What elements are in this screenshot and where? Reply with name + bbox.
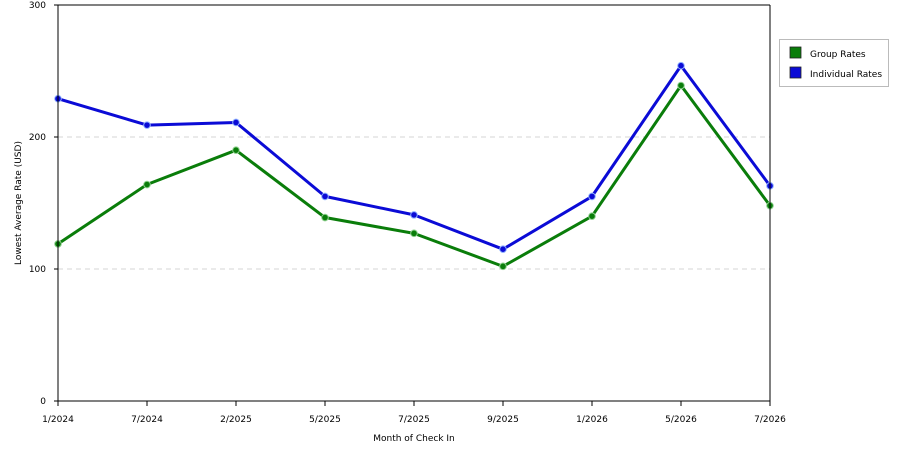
y-tick-label: 100 xyxy=(29,265,46,275)
legend-label-individual-rates: Individual Rates xyxy=(810,70,882,80)
y-tick-label: 300 xyxy=(29,1,46,11)
data-point-group-rates xyxy=(410,229,418,238)
axes xyxy=(54,4,771,406)
data-point-individual-rates xyxy=(677,61,685,70)
data-point-group-rates xyxy=(499,262,507,271)
y-tick-label: 0 xyxy=(40,397,46,407)
y-tick-label: 200 xyxy=(29,133,46,143)
x-tick-label: 5/2025 xyxy=(309,415,341,425)
series-lines xyxy=(54,61,774,271)
x-tick-label: 2/2025 xyxy=(220,415,252,425)
data-point-individual-rates xyxy=(232,118,240,127)
data-point-individual-rates xyxy=(143,121,151,129)
legend-swatch-group-rates xyxy=(789,46,802,59)
legend-swatch-individual-rates xyxy=(789,66,802,79)
x-axis-title: Month of Check In xyxy=(373,434,455,444)
data-point-group-rates xyxy=(143,180,151,189)
data-point-group-rates xyxy=(588,212,596,220)
x-tick-label: 7/2026 xyxy=(754,415,786,425)
data-point-group-rates xyxy=(232,146,240,154)
series-line-individual-rates xyxy=(57,64,772,251)
x-tick-label: 1/2026 xyxy=(576,415,608,425)
tick-labels: 0 100 200 300 1/2024 7/2024 2/2025 5/2025 7/2025… xyxy=(29,1,786,425)
x-tick-label: 9/2025 xyxy=(487,415,519,425)
data-point-individual-rates xyxy=(321,192,329,201)
legend: Group Rates Individual Rates xyxy=(779,39,889,87)
data-point-individual-rates xyxy=(499,245,507,253)
x-tick-label: 5/2026 xyxy=(665,415,697,425)
x-tick-label: 1/2024 xyxy=(42,415,74,425)
legend-label-group-rates: Group Rates xyxy=(810,50,866,60)
data-point-group-rates xyxy=(321,213,329,222)
data-point-group-rates xyxy=(677,81,685,90)
data-point-individual-rates xyxy=(588,192,596,201)
y-axis-title: Lowest Average Rate (USD) xyxy=(14,141,24,265)
grid-lines xyxy=(58,136,770,270)
x-tick-label: 7/2024 xyxy=(131,415,163,425)
series-line-group-rates xyxy=(57,84,772,268)
x-tick-label: 7/2025 xyxy=(398,415,430,425)
data-point-individual-rates xyxy=(410,211,418,219)
